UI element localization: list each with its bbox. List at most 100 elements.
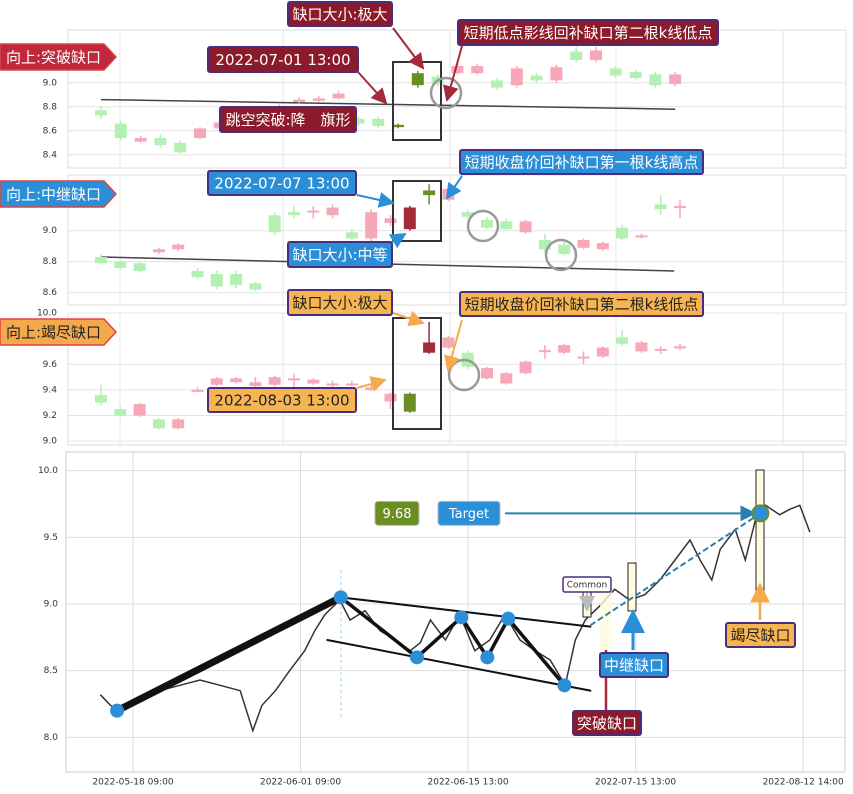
y-tick-label: 8.8 <box>43 102 58 112</box>
candle-body <box>191 270 204 278</box>
candle-body <box>326 207 339 216</box>
gap-label: 突破缺口 <box>577 715 637 733</box>
gap-label-box <box>725 622 796 648</box>
annotation-arrow <box>444 319 463 372</box>
annotation-label: 缺口大小:中等 <box>292 246 387 264</box>
candle-body <box>114 123 127 138</box>
gap-marker <box>755 469 765 591</box>
x-tick-label: 2022-06-15 13:00 <box>428 778 509 788</box>
candle-body <box>649 74 662 86</box>
candle-body <box>500 373 513 384</box>
annotation-label: 缺口大小:极大 <box>292 294 387 312</box>
candle-body <box>384 393 397 402</box>
candle-body <box>133 263 146 271</box>
annotation-arrow <box>392 27 425 70</box>
annotation-label: 2022-08-03 13:00 <box>214 392 349 410</box>
target-value-box <box>374 500 420 526</box>
annotation-label-box <box>287 289 393 316</box>
candle-body <box>293 99 305 102</box>
candle-body <box>669 74 682 84</box>
candle-body <box>152 249 165 253</box>
candle-body <box>307 210 320 213</box>
annotation-label-box <box>219 106 357 133</box>
candle-body <box>332 93 345 99</box>
candle-body <box>95 110 107 116</box>
x-tick-label: 2022-05-18 09:00 <box>92 778 173 788</box>
candle-body <box>134 138 147 142</box>
y-tick-label: 9.0 <box>44 600 59 610</box>
annotation-label: 2022-07-01 13:00 <box>215 51 350 69</box>
annotation-arrow <box>357 71 388 105</box>
candle-body <box>481 219 493 228</box>
candle-body <box>674 346 686 349</box>
candle-body <box>577 356 590 359</box>
y-tick-label: 9.6 <box>43 360 58 370</box>
pivot-point <box>454 610 469 625</box>
candle-body <box>461 212 474 217</box>
candle-body <box>481 368 493 379</box>
candle-body <box>345 383 358 386</box>
candle-body <box>451 66 464 74</box>
side-tag-shape <box>0 180 118 208</box>
fill-ring <box>447 358 481 392</box>
gap-label-box <box>599 652 669 678</box>
candle-body <box>312 98 325 101</box>
candle-body <box>596 243 609 250</box>
y-tick-label: 9.5 <box>44 533 58 543</box>
y-tick-label: 8.4 <box>43 150 58 160</box>
pivot-point <box>110 703 125 718</box>
candle-body <box>510 68 523 86</box>
candle-body <box>191 389 204 392</box>
y-tick-label: 8.8 <box>43 257 58 267</box>
y-tick-label: 8.5 <box>44 666 58 676</box>
candle-body <box>352 118 365 124</box>
annotation-label-box <box>207 46 359 73</box>
candle-body <box>635 235 648 238</box>
annotation-label: 短期收盘价回补缺口第一根k线高点 <box>465 154 699 172</box>
annotation-arrow <box>356 376 387 392</box>
candle-body <box>268 377 281 385</box>
annotation-label-box <box>287 241 393 268</box>
y-tick-label: 9.0 <box>43 437 58 447</box>
candle-body <box>210 274 223 287</box>
candle-body <box>538 240 551 250</box>
panel-frame <box>67 174 847 306</box>
y-tick-label: 9.2 <box>43 411 57 421</box>
annotation-label: 短期收盘价回补缺口第二根k线低点 <box>465 296 699 314</box>
candle-body <box>596 347 609 357</box>
pivot-point <box>409 650 424 665</box>
x-tick-label: 2022-08-12 14:00 <box>763 778 844 788</box>
candle-body <box>288 212 300 216</box>
candle-body <box>500 221 513 230</box>
candle-body <box>249 283 262 290</box>
gap-box <box>392 180 442 242</box>
pivot-point <box>480 650 495 665</box>
target-label: Target <box>448 507 489 522</box>
annotation-label: 缺口大小:极大 <box>292 6 387 24</box>
candle-body <box>423 342 436 353</box>
candle-body <box>288 378 300 381</box>
candle-body <box>95 257 107 264</box>
panel-frame <box>67 312 847 446</box>
annotation-label-box <box>207 170 357 196</box>
pivot-point <box>501 611 516 626</box>
candle-body <box>442 337 455 348</box>
annotation-label-box <box>459 291 704 317</box>
pattern-line <box>326 639 592 692</box>
candle-body <box>411 73 424 86</box>
candle-body <box>114 409 127 416</box>
annotation-arrow <box>356 192 395 208</box>
candle-body <box>210 378 223 385</box>
side-tag-shape <box>0 318 118 346</box>
candle-body <box>471 66 484 74</box>
plot-frame <box>65 451 846 773</box>
fill-ring <box>544 238 578 272</box>
gap-band <box>600 590 612 650</box>
candle-body <box>403 207 416 230</box>
side-tag: 向上:突破缺口 <box>6 49 101 67</box>
candle-body <box>326 383 339 386</box>
side-tag-shape <box>0 43 118 71</box>
gap-label: 竭尽缺口 <box>730 627 790 645</box>
candle-body <box>519 221 532 233</box>
